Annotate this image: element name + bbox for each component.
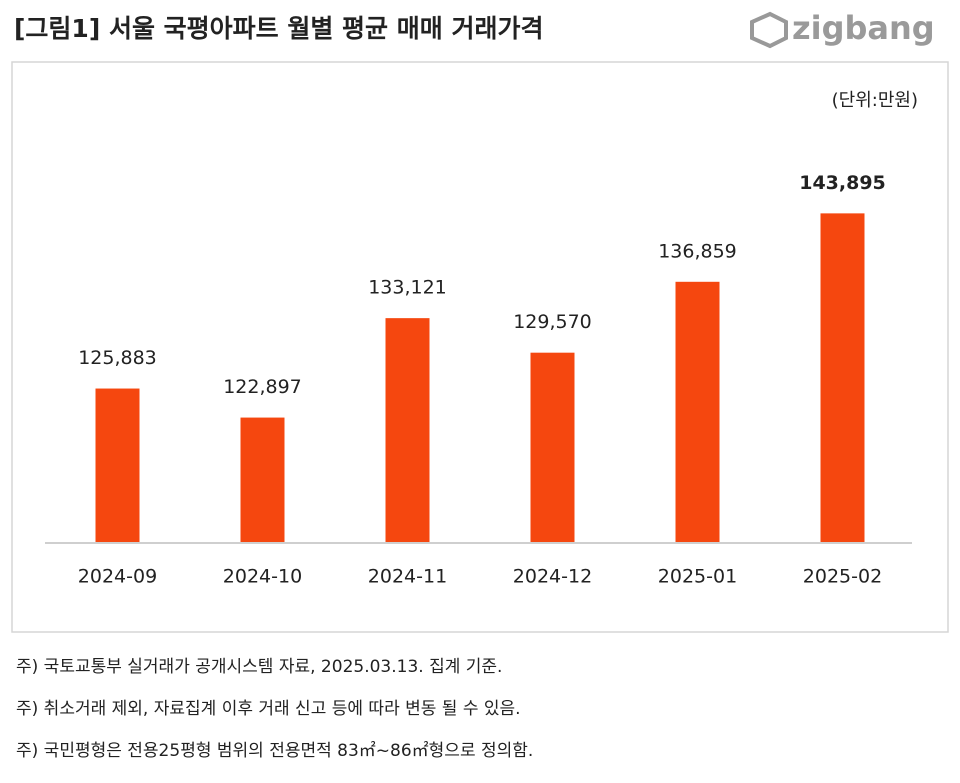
x-tick-label: 2025-01	[658, 566, 737, 588]
bar	[385, 318, 430, 543]
value-label: 122,897	[223, 376, 302, 398]
logo-text: zigbang	[792, 9, 935, 47]
value-label: 143,895	[799, 172, 886, 194]
chart-frame	[11, 61, 949, 633]
x-tick-label: 2024-09	[78, 566, 157, 588]
x-tick-label: 2024-11	[368, 566, 447, 588]
logo-icon	[750, 11, 788, 49]
chart-title: [그림1] 서울 국평아파트 월별 평균 매매 거래가격	[14, 14, 543, 43]
note: 주) 취소거래 제외, 자료집계 이후 거래 신고 등에 따라 변동 될 수 있…	[16, 699, 521, 719]
bar	[530, 352, 575, 543]
unit-label: (단위:만원)	[832, 90, 918, 111]
logo: zigbang	[750, 9, 935, 49]
bar	[675, 281, 720, 543]
bar	[820, 213, 865, 543]
bar	[95, 388, 140, 543]
value-label: 125,883	[78, 347, 157, 369]
x-tick-label: 2024-12	[513, 566, 592, 588]
value-label: 133,121	[368, 277, 447, 299]
note: 주) 국민평형은 전용25평형 범위의 전용면적 83㎡~86㎡형으로 정의함.	[16, 741, 533, 761]
bar	[240, 417, 285, 543]
note: 주) 국토교통부 실거래가 공개시스템 자료, 2025.03.13. 집계 기…	[16, 657, 502, 677]
value-label: 136,859	[658, 240, 737, 262]
x-tick-label: 2025-02	[803, 566, 882, 588]
x-tick-label: 2024-10	[223, 566, 302, 588]
value-label: 129,570	[513, 311, 592, 333]
